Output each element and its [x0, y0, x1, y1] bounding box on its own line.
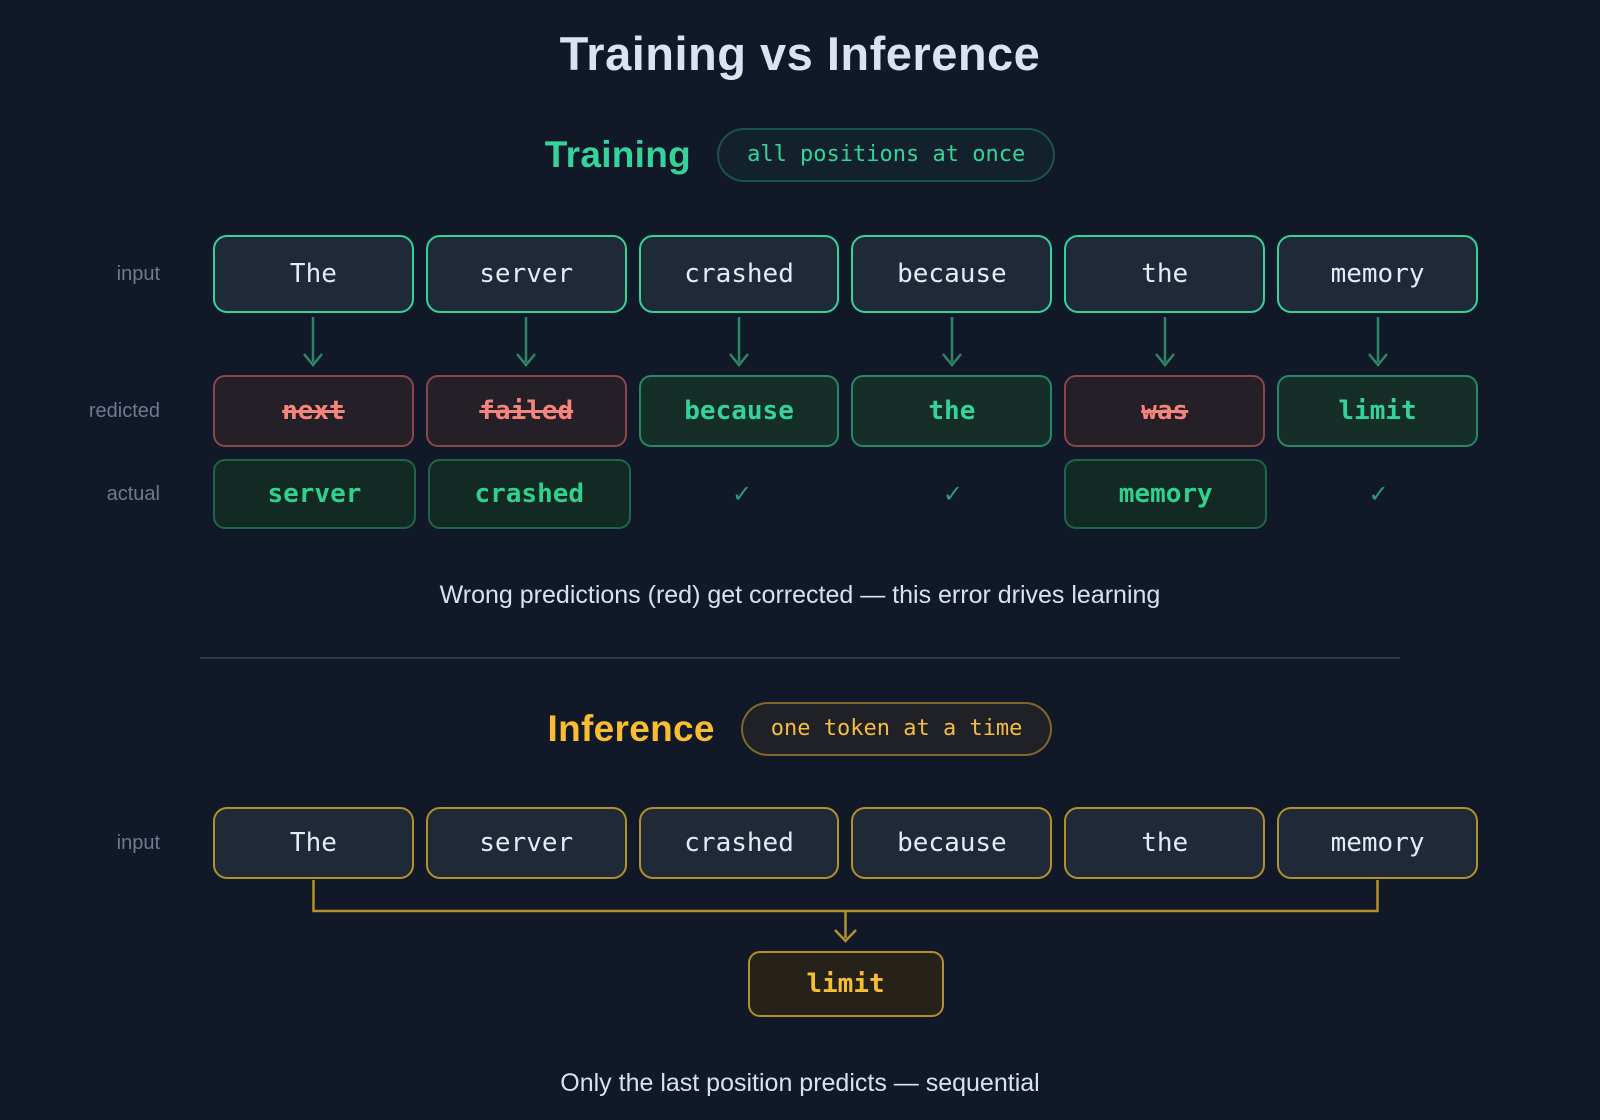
input-token-box: the [1064, 807, 1266, 879]
training-section: Training all positions at once input The… [0, 127, 1600, 613]
input-token-box: memory [1277, 235, 1478, 313]
training-caption: Wrong predictions (red) get corrected — … [439, 581, 1161, 609]
input-token-box: memory [1277, 807, 1478, 879]
input-token-box: because [851, 235, 1053, 313]
actual-token-box: crashed [427, 459, 631, 529]
predicted-token-box-correct: limit [1277, 375, 1478, 447]
predicted-token-text: was [1141, 396, 1189, 426]
inference-input-row: input The server crashed because the mem… [88, 807, 1478, 879]
output-token-box: limit [747, 951, 944, 1017]
inference-section: Inference one token at a time input The … [0, 701, 1600, 1101]
input-token-box: server [425, 807, 627, 879]
actual-token-box: server [213, 459, 416, 529]
actual-row: actual server crashed ✓ ✓ memory ✓ [88, 459, 1478, 529]
training-header: Training all positions at once [0, 127, 1600, 183]
row-label-predicted: predicted [88, 399, 160, 422]
input-token-box: because [851, 807, 1053, 879]
inference-header: Inference one token at a time [0, 701, 1600, 757]
down-arrow-icon [851, 313, 1052, 375]
inference-badge: one token at a time [740, 701, 1053, 757]
check-icon: ✓ [732, 480, 753, 508]
gather-bracket-and-arrow [213, 879, 1478, 951]
predicted-token-text: failed [479, 396, 574, 426]
section-divider [200, 657, 1400, 659]
training-heading: Training [544, 134, 692, 175]
input-token-box: server [425, 235, 627, 313]
row-label-actual: actual [106, 482, 160, 505]
input-token-box: The [213, 807, 414, 879]
down-arrow-icon [639, 313, 840, 375]
predicted-token-box-correct: because [638, 375, 840, 447]
inference-caption: Only the last position predicts — sequen… [560, 1069, 1040, 1097]
input-token-box: the [1064, 235, 1266, 313]
actual-token-box: memory [1064, 459, 1268, 529]
predicted-token-box-correct: the [851, 375, 1053, 447]
predicted-row: predicted next failed because the was li… [88, 375, 1478, 447]
page-title: Training vs Inference [559, 27, 1041, 80]
down-arrow-icon [213, 313, 414, 375]
output-row: limit [213, 951, 1478, 1017]
predicted-token-box-wrong: failed [425, 375, 627, 447]
down-arrow-icon [426, 313, 627, 375]
training-badge: all positions at once [717, 127, 1056, 183]
input-token-box: crashed [638, 235, 840, 313]
check-icon: ✓ [1368, 480, 1389, 508]
predicted-token-box-wrong: was [1064, 375, 1266, 447]
down-arrow-icon [1064, 313, 1265, 375]
input-token-box: crashed [638, 807, 840, 879]
row-label-input: input [116, 831, 160, 854]
input-token-box: The [213, 235, 414, 313]
inference-heading: Inference [547, 708, 715, 749]
prediction-arrow-row [88, 313, 1478, 375]
predicted-token-box-wrong: next [213, 375, 414, 447]
predicted-token-text: next [282, 396, 345, 426]
down-arrow-icon [1277, 313, 1478, 375]
row-label-input: input [116, 262, 160, 285]
check-icon: ✓ [942, 480, 963, 508]
training-input-row: input The server crashed because the mem… [88, 235, 1478, 313]
